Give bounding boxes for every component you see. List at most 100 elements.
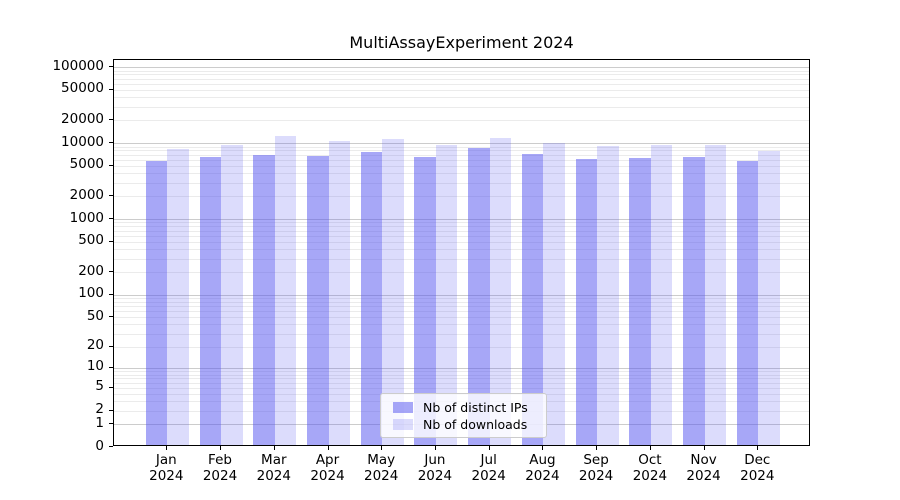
x-tick-label-jun: Jun 2024 xyxy=(405,452,465,485)
gridline-minor xyxy=(114,226,809,228)
y-tick-mark xyxy=(109,293,113,295)
y-tick-mark xyxy=(109,366,113,368)
gridline-minor xyxy=(114,70,809,72)
bar-distinct-ips-jun xyxy=(414,157,436,445)
x-tick-month: Aug xyxy=(529,452,556,468)
gridline-minor xyxy=(114,120,809,122)
bar-downloads-jan xyxy=(167,148,189,445)
x-tick-year: 2024 xyxy=(525,468,560,485)
bar-distinct-ips-may xyxy=(360,151,383,445)
x-tick-mark xyxy=(273,446,275,450)
gridline-minor xyxy=(114,83,809,85)
x-tick-year: 2024 xyxy=(310,468,345,485)
gridline-minor xyxy=(114,173,809,175)
x-tick-year: 2024 xyxy=(149,468,184,485)
gridline-minor xyxy=(114,182,809,184)
bar-downloads-nov xyxy=(704,144,727,445)
x-tick-year: 2024 xyxy=(256,468,291,485)
y-tick-label: 1000 xyxy=(69,209,104,226)
x-tick-month: Sep xyxy=(583,452,609,468)
chart-title: MultiAssayExperiment 2024 xyxy=(349,33,574,52)
y-tick-label: 100000 xyxy=(52,57,104,74)
gridline-minor xyxy=(114,154,809,156)
x-tick-month: Jul xyxy=(480,452,497,468)
bar-downloads-jun xyxy=(435,144,458,445)
x-tick-label-jul: Jul 2024 xyxy=(459,452,519,485)
bar-downloads-sep xyxy=(597,146,619,445)
y-tick-mark xyxy=(109,66,113,67)
bar-distinct-ips-dec xyxy=(736,161,759,445)
bar-distinct-ips-nov xyxy=(683,157,705,445)
bar-downloads-may xyxy=(382,138,404,445)
y-tick-label: 2000 xyxy=(69,186,104,203)
x-tick-year: 2024 xyxy=(364,468,399,485)
y-tick-mark xyxy=(109,195,113,197)
y-tick-label: 0 xyxy=(95,437,104,454)
gridline-minor xyxy=(114,311,809,313)
gridline-minor xyxy=(114,89,809,91)
x-tick-label-jan: Jan 2024 xyxy=(136,452,196,485)
x-tick-mark xyxy=(488,446,490,450)
gridline-major xyxy=(114,219,809,220)
x-tick-mark xyxy=(220,446,221,450)
legend-label: Nb of distinct IPs xyxy=(423,400,528,415)
gridline-minor xyxy=(114,378,809,380)
x-tick-label-apr: Apr 2024 xyxy=(298,452,358,485)
y-tick-mark xyxy=(109,88,113,90)
gridline-minor xyxy=(114,317,809,319)
gridline-minor xyxy=(114,165,809,167)
x-tick-mark xyxy=(381,446,383,450)
gridline-minor xyxy=(114,387,809,389)
x-tick-year: 2024 xyxy=(740,468,775,485)
bar-distinct-ips-oct xyxy=(629,157,651,445)
x-tick-year: 2024 xyxy=(471,468,506,485)
x-tick-label-may: May 2024 xyxy=(351,452,411,485)
gridline-minor xyxy=(114,235,809,237)
bar-downloads-mar xyxy=(274,136,297,445)
gridline-minor xyxy=(114,222,809,224)
bar-distinct-ips-apr xyxy=(307,156,329,445)
x-tick-mark xyxy=(542,446,544,450)
x-tick-mark xyxy=(166,446,168,450)
gridline-minor xyxy=(114,230,809,232)
bar-distinct-ips-jul xyxy=(468,148,490,445)
gridline-minor xyxy=(114,324,809,326)
y-tick-label: 2 xyxy=(95,401,104,418)
legend-item: Nb of downloads xyxy=(393,416,546,433)
gridline-minor xyxy=(114,272,809,273)
x-tick-label-mar: Mar 2024 xyxy=(244,452,304,485)
x-tick-mark xyxy=(703,446,705,450)
gridline-minor xyxy=(114,78,809,80)
bar-downloads-apr xyxy=(328,141,350,445)
y-tick-label: 50000 xyxy=(61,80,104,97)
y-tick-label: 10000 xyxy=(61,133,104,150)
y-tick-mark xyxy=(109,164,113,166)
gridline-major xyxy=(114,294,809,296)
legend-item: Nb of distinct IPs xyxy=(393,399,546,416)
gridline-minor xyxy=(114,146,809,148)
x-tick-label-sep: Sep 2024 xyxy=(566,452,626,485)
bar-distinct-ips-sep xyxy=(575,159,598,445)
x-tick-label-nov: Nov 2024 xyxy=(674,452,734,485)
gridline-minor xyxy=(114,302,809,303)
x-tick-month: Mar xyxy=(261,452,287,468)
x-tick-label-dec: Dec 2024 xyxy=(727,452,787,485)
x-tick-month: Nov xyxy=(690,452,717,468)
legend-label: Nb of downloads xyxy=(423,417,528,432)
gridline-minor xyxy=(114,306,809,308)
gridline-minor xyxy=(114,241,809,243)
x-tick-mark xyxy=(649,446,651,450)
legend-swatch xyxy=(393,402,413,413)
bar-downloads-oct xyxy=(650,144,673,445)
gridline-minor xyxy=(114,371,809,372)
x-tick-mark xyxy=(757,446,759,450)
y-tick-label: 20000 xyxy=(61,110,104,127)
y-tick-label: 500 xyxy=(78,232,104,249)
gridline-minor xyxy=(114,333,809,335)
y-tick-mark xyxy=(109,423,113,425)
y-tick-label: 10 xyxy=(86,358,104,375)
x-tick-year: 2024 xyxy=(202,468,238,485)
gridline-major xyxy=(114,367,809,369)
y-tick-mark xyxy=(109,409,113,411)
